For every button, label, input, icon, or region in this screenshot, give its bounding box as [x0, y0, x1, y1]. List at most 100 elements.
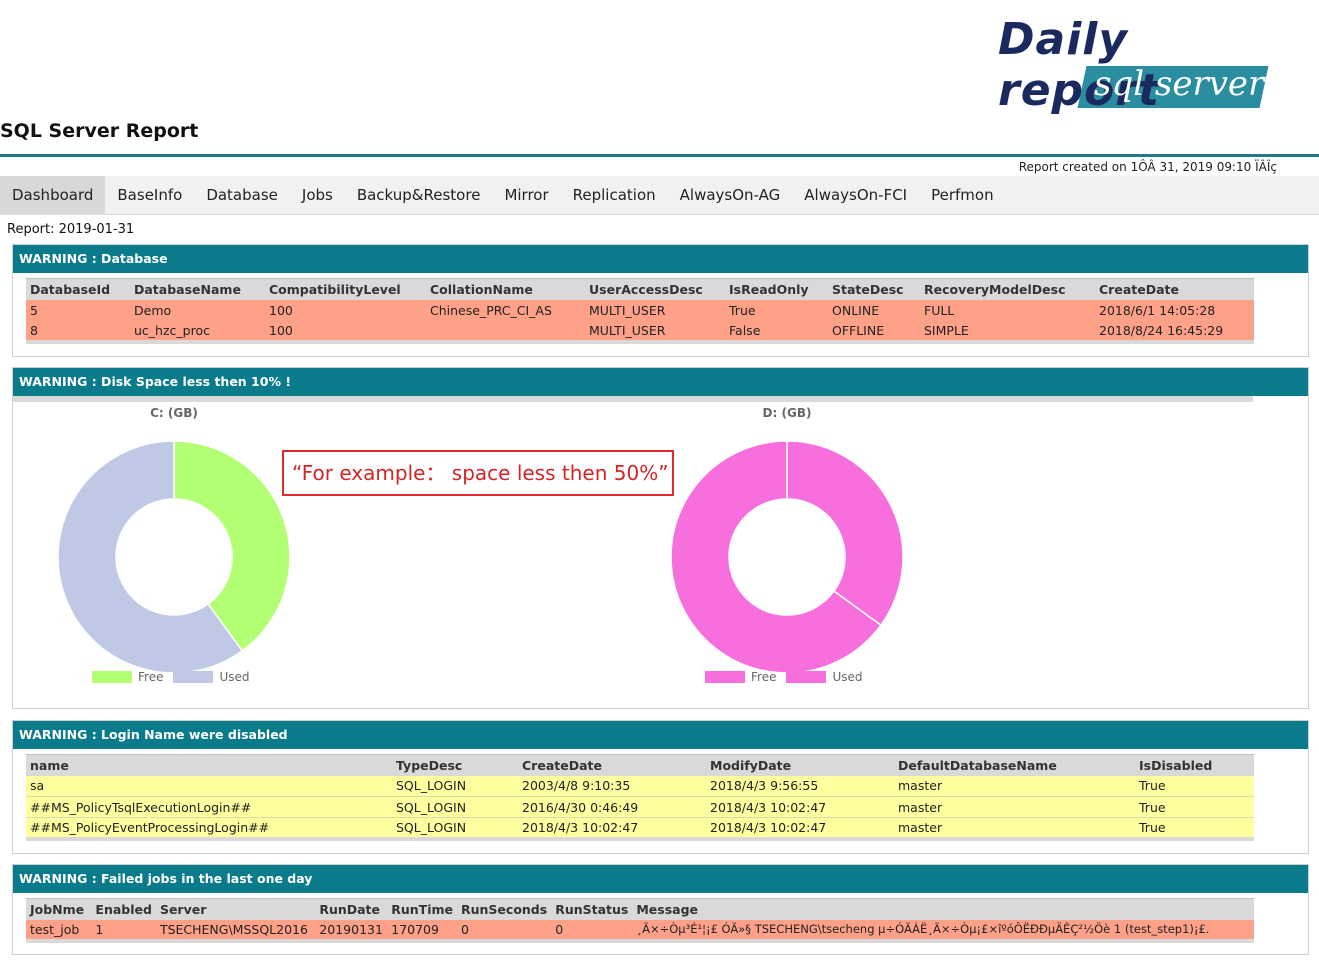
- page-title: SQL Server Report: [0, 120, 199, 142]
- table-cell: True: [1135, 775, 1254, 797]
- chart-title: D: (GB): [762, 406, 812, 420]
- table-cell: MULTI_USER: [585, 299, 725, 321]
- failed-jobs-table: JobNme Enabled Server RunDate RunTime Ru…: [26, 898, 1254, 943]
- column-header: Enabled: [91, 898, 156, 920]
- table-row: ##MS_PolicyTsqlExecutionLogin## SQL_LOGI…: [26, 796, 1254, 818]
- legend-swatch-free: [705, 671, 745, 683]
- table-cell: 1: [91, 919, 156, 943]
- chart-drive-c: C: (GB) Free Used: [49, 406, 299, 696]
- table-cell: 170709: [387, 919, 457, 943]
- table-cell: FULL: [920, 299, 1095, 321]
- example-callout: “For example： space less then 50%”: [282, 450, 674, 496]
- table-cell: 100: [265, 299, 426, 321]
- tab-alwayson-fci[interactable]: AlwaysOn-FCI: [804, 186, 908, 204]
- table-cell: [426, 320, 585, 344]
- table-cell: MULTI_USER: [585, 320, 725, 344]
- table-cell: True: [1135, 796, 1254, 818]
- table-cell: 100: [265, 320, 426, 344]
- column-header: RunSeconds: [457, 898, 552, 920]
- table-cell: True: [1135, 817, 1254, 841]
- table-cell: 0: [457, 919, 552, 943]
- legend-swatch-used: [173, 671, 214, 683]
- table-row: ##MS_PolicyEventProcessingLogin## SQL_LO…: [26, 817, 1254, 841]
- tab-database[interactable]: Database: [206, 186, 278, 204]
- disk-space-warning-panel: WARNING : Disk Space less then 10% ! C: …: [12, 367, 1309, 709]
- tab-dashboard[interactable]: Dashboard: [0, 176, 106, 214]
- tab-backup-restore[interactable]: Backup&Restore: [356, 186, 481, 204]
- table-cell: SQL_LOGIN: [392, 817, 518, 841]
- legend-label: Free: [751, 670, 777, 684]
- chart-c-svg: [57, 440, 291, 674]
- table-cell: 2018/4/3 10:02:47: [706, 817, 894, 841]
- table-cell: 2018/4/3 9:56:55: [706, 775, 894, 797]
- table-cell: TSECHENG\MSSQL2016: [155, 919, 316, 943]
- table-cell: master: [894, 796, 1135, 818]
- table-cell: master: [894, 817, 1135, 841]
- table-cell: 8: [26, 320, 130, 344]
- legend-label: Used: [219, 670, 250, 684]
- tab-perfmon[interactable]: Perfmon: [931, 186, 994, 204]
- table-row: 5 Demo 100 Chinese_PRC_CI_AS MULTI_USER …: [26, 299, 1254, 321]
- legend-swatch-used: [786, 671, 827, 683]
- legend-swatch-free: [92, 671, 132, 683]
- column-header: CompatibilityLevel: [265, 278, 426, 300]
- tab-baseinfo[interactable]: BaseInfo: [117, 186, 183, 204]
- table-cell: 2018/4/3 10:02:47: [706, 796, 894, 818]
- report-date: Report: 2019-01-31: [7, 222, 135, 237]
- donut-slice-free: [173, 440, 291, 652]
- donut-slice-used: [57, 440, 244, 674]
- table-cell: 2018/4/3 10:02:47: [518, 817, 706, 841]
- column-header: TypeDesc: [392, 754, 518, 776]
- tab-alwayson-ag[interactable]: AlwaysOn-AG: [679, 186, 781, 204]
- database-warning-panel: WARNING : Database DatabaseId DatabaseNa…: [12, 244, 1309, 357]
- table-cell: 2018/6/1 14:05:28: [1095, 299, 1254, 321]
- column-header: ModifyDate: [706, 754, 894, 776]
- table-cell: ##MS_PolicyTsqlExecutionLogin##: [26, 796, 392, 818]
- title-divider: [0, 154, 1319, 157]
- table-header-row: DatabaseId DatabaseName CompatibilityLev…: [26, 278, 1254, 300]
- login-warning-title: WARNING : Login Name were disabled: [13, 721, 1308, 749]
- chart-title: C: (GB): [150, 406, 198, 420]
- table-row: test_job 1 TSECHENG\MSSQL2016 20190131 1…: [26, 919, 1254, 943]
- failed-jobs-warning-title: WARNING : Failed jobs in the last one da…: [13, 865, 1308, 893]
- column-header: DefaultDatabaseName: [894, 754, 1135, 776]
- table-cell: 5: [26, 299, 130, 321]
- table-cell: ONLINE: [828, 299, 920, 321]
- column-header: JobNme: [26, 898, 92, 920]
- column-header: Server: [155, 898, 316, 920]
- daily-report-logo: Daily report sql server: [990, 14, 1280, 116]
- table-cell: master: [894, 775, 1135, 797]
- column-header: RecoveryModelDesc: [920, 278, 1095, 300]
- table-cell: uc_hzc_proc: [130, 320, 265, 344]
- database-warning-title: WARNING : Database: [13, 245, 1308, 273]
- donut-slice-used: [670, 440, 882, 674]
- table-cell: SQL_LOGIN: [392, 775, 518, 797]
- table-header-row: name TypeDesc CreateDate ModifyDate Defa…: [26, 754, 1254, 776]
- column-header: IsReadOnly: [725, 278, 828, 300]
- tab-replication[interactable]: Replication: [572, 186, 656, 204]
- donut-slice-free: [786, 440, 904, 627]
- column-header: CollationName: [426, 278, 585, 300]
- failed-jobs-warning-panel: WARNING : Failed jobs in the last one da…: [12, 864, 1309, 955]
- tab-jobs[interactable]: Jobs: [301, 186, 333, 204]
- tab-mirror[interactable]: Mirror: [504, 186, 549, 204]
- column-header: CreateDate: [518, 754, 706, 776]
- legend-label: Used: [832, 670, 863, 684]
- table-cell: 0: [551, 919, 633, 943]
- column-header: DatabaseId: [26, 278, 130, 300]
- table-row: 8 uc_hzc_proc 100 MULTI_USER False OFFLI…: [26, 320, 1254, 344]
- chart-legend: Free Used: [705, 670, 873, 684]
- table-cell: test_job: [26, 919, 92, 943]
- chart-drive-d: D: (GB) Free Used: [662, 406, 912, 696]
- table-cell: True: [725, 299, 828, 321]
- column-header: StateDesc: [828, 278, 920, 300]
- table-cell: 2018/8/24 16:45:29: [1095, 320, 1254, 344]
- table-cell: 2003/4/8 9:10:35: [518, 775, 706, 797]
- database-table: DatabaseId DatabaseName CompatibilityLev…: [26, 278, 1254, 344]
- logo-sql-text: sql server: [1094, 64, 1265, 104]
- column-header: UserAccessDesc: [585, 278, 725, 300]
- table-cell: SIMPLE: [920, 320, 1095, 344]
- legend-label: Free: [138, 670, 164, 684]
- table-header-row: JobNme Enabled Server RunDate RunTime Ru…: [26, 898, 1254, 920]
- logo-daily-text: Daily report: [998, 14, 1160, 116]
